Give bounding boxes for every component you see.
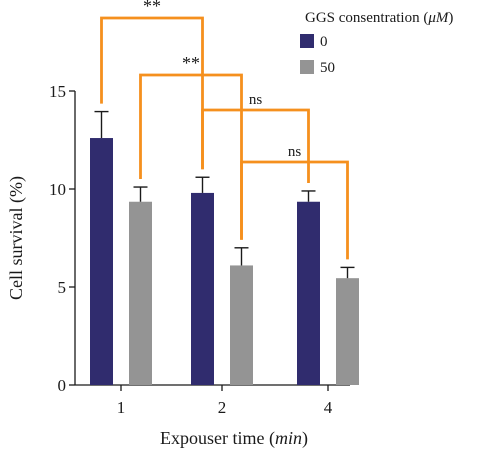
bars <box>90 110 359 385</box>
x-tick-label: 2 <box>218 398 227 417</box>
x-axis-label-unit: min <box>275 428 302 448</box>
significance-label: ns <box>288 144 302 160</box>
legend-title-unit: μM <box>427 10 450 26</box>
y-tick-label: 10 <box>49 180 66 199</box>
y-tick-label: 5 <box>58 278 67 297</box>
legend-label: 0 <box>320 34 328 50</box>
y-tick-label: 15 <box>49 82 66 101</box>
legend-title: GGS consentration (μM) <box>305 10 453 26</box>
significance-bracket <box>201 108 310 183</box>
x-axis-label: Expouser time (min) <box>160 428 308 449</box>
x-tick-label: 4 <box>324 398 333 417</box>
bar-series-50-4 <box>336 278 359 385</box>
significance-bracket <box>139 73 243 240</box>
legend-title-text: GGS consentration ( <box>305 10 428 26</box>
significance-bracket <box>100 16 204 170</box>
legend-title-close: ) <box>448 10 453 26</box>
legend: GGS consentration (μM) 0 50 <box>300 10 453 76</box>
y-tick-label: 0 <box>58 376 67 395</box>
axes: 0 5 10 15 1 2 4 Expouser time (min) Cell surviva… <box>6 82 350 449</box>
legend-label: 50 <box>320 60 335 76</box>
bar-series-50-2 <box>230 265 253 385</box>
significance-bracket <box>240 160 349 260</box>
legend-swatch-50 <box>300 60 314 74</box>
legend-swatch-0 <box>300 34 314 48</box>
y-axis-label: Cell survival (%) <box>6 176 27 300</box>
significance-label: ** <box>143 0 161 16</box>
x-axis-label-close: ) <box>302 428 308 449</box>
significance-label: ** <box>182 53 200 73</box>
bar-series-50-1 <box>129 201 152 385</box>
bar-series-0-1 <box>90 138 113 385</box>
significance-label: ns <box>249 92 263 108</box>
significance-brackets: ** ** ns ns <box>100 0 349 260</box>
x-axis-label-text: Expouser time ( <box>160 428 275 449</box>
bar-series-0-2 <box>191 192 214 385</box>
bar-series-0-4 <box>297 201 320 385</box>
x-tick-label: 1 <box>117 398 126 417</box>
